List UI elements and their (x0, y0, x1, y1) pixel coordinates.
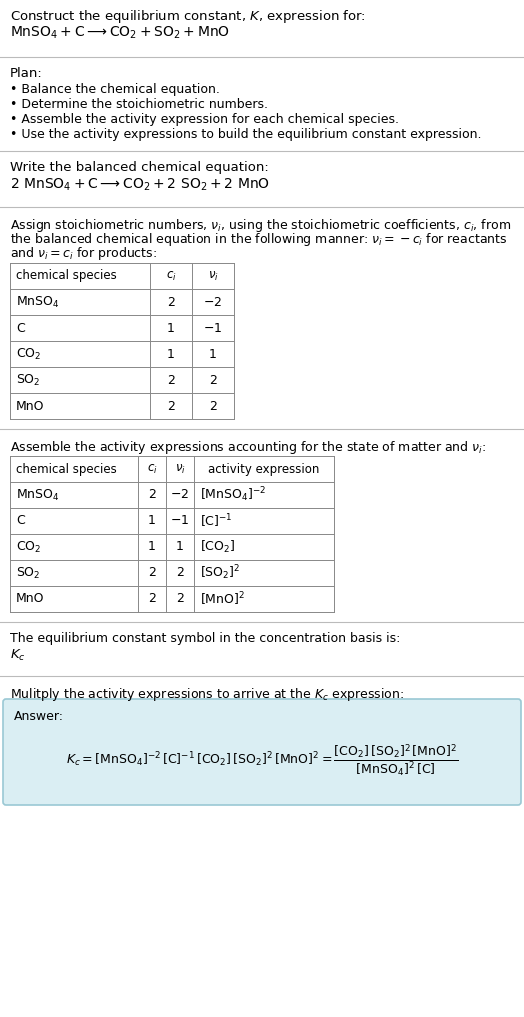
Text: $\mathrm{MnSO_4 + C \longrightarrow CO_2 + SO_2 + MnO}$: $\mathrm{MnSO_4 + C \longrightarrow CO_2… (10, 25, 230, 42)
Text: 2: 2 (167, 296, 175, 308)
Text: 1: 1 (167, 348, 175, 360)
Text: 2: 2 (148, 593, 156, 605)
Text: $c_i$: $c_i$ (166, 270, 177, 283)
Text: 2: 2 (167, 373, 175, 386)
Text: the balanced chemical equation in the following manner: $\nu_i = -c_i$ for react: the balanced chemical equation in the fo… (10, 231, 507, 248)
Text: and $\nu_i = c_i$ for products:: and $\nu_i = c_i$ for products: (10, 245, 157, 262)
Text: $K_c$: $K_c$ (10, 648, 26, 663)
Text: C: C (16, 321, 25, 335)
Text: • Balance the chemical equation.: • Balance the chemical equation. (10, 83, 220, 96)
Text: 2: 2 (176, 593, 184, 605)
Text: 1: 1 (209, 348, 217, 360)
Text: 2: 2 (148, 488, 156, 501)
Text: $\nu_i$: $\nu_i$ (174, 463, 185, 476)
Text: $-1$: $-1$ (203, 321, 223, 335)
Text: $\mathrm{2\ MnSO_4 + C \longrightarrow CO_2 + 2\ SO_2 + 2\ MnO}$: $\mathrm{2\ MnSO_4 + C \longrightarrow C… (10, 177, 270, 193)
Text: Mulitply the activity expressions to arrive at the $K_c$ expression:: Mulitply the activity expressions to arr… (10, 686, 405, 703)
Text: activity expression: activity expression (209, 463, 320, 476)
Text: Assign stoichiometric numbers, $\nu_i$, using the stoichiometric coefficients, $: Assign stoichiometric numbers, $\nu_i$, … (10, 217, 511, 234)
Text: MnO: MnO (16, 593, 45, 605)
Text: chemical species: chemical species (16, 463, 117, 476)
Text: • Use the activity expressions to build the equilibrium constant expression.: • Use the activity expressions to build … (10, 128, 482, 141)
Text: 2: 2 (148, 566, 156, 580)
Text: $-1$: $-1$ (170, 515, 190, 528)
Text: $[\mathrm{SO_2}]^2$: $[\mathrm{SO_2}]^2$ (200, 563, 241, 583)
Text: $\mathrm{MnSO_4}$: $\mathrm{MnSO_4}$ (16, 295, 60, 309)
Text: $-2$: $-2$ (170, 488, 190, 501)
Text: $c_i$: $c_i$ (147, 463, 157, 476)
Text: $K_c = [\mathrm{MnSO_4}]^{-2}\,[\mathrm{C}]^{-1}\,[\mathrm{CO_2}]\,[\mathrm{SO_2: $K_c = [\mathrm{MnSO_4}]^{-2}\,[\mathrm{… (66, 742, 458, 778)
Text: $[\mathrm{C}]^{-1}$: $[\mathrm{C}]^{-1}$ (200, 513, 233, 530)
Text: • Assemble the activity expression for each chemical species.: • Assemble the activity expression for e… (10, 113, 399, 126)
FancyBboxPatch shape (3, 699, 521, 805)
Text: $[\mathrm{MnO}]^2$: $[\mathrm{MnO}]^2$ (200, 590, 245, 608)
Text: 2: 2 (167, 400, 175, 413)
Text: $[\mathrm{CO_2}]$: $[\mathrm{CO_2}]$ (200, 539, 235, 555)
Text: Construct the equilibrium constant, $K$, expression for:: Construct the equilibrium constant, $K$,… (10, 8, 366, 25)
Text: $\mathrm{CO_2}$: $\mathrm{CO_2}$ (16, 347, 41, 362)
Text: chemical species: chemical species (16, 270, 117, 283)
Text: $\mathrm{MnSO_4}$: $\mathrm{MnSO_4}$ (16, 487, 60, 502)
Text: 1: 1 (167, 321, 175, 335)
Text: C: C (16, 515, 25, 528)
Text: • Determine the stoichiometric numbers.: • Determine the stoichiometric numbers. (10, 98, 268, 111)
Text: $\mathrm{CO_2}$: $\mathrm{CO_2}$ (16, 539, 41, 554)
Text: 2: 2 (176, 566, 184, 580)
Text: $\mathrm{SO_2}$: $\mathrm{SO_2}$ (16, 372, 40, 387)
Text: 1: 1 (148, 540, 156, 553)
Text: 2: 2 (209, 400, 217, 413)
Text: 1: 1 (148, 515, 156, 528)
Text: $\nu_i$: $\nu_i$ (208, 270, 219, 283)
Text: The equilibrium constant symbol in the concentration basis is:: The equilibrium constant symbol in the c… (10, 632, 400, 645)
Text: Assemble the activity expressions accounting for the state of matter and $\nu_i$: Assemble the activity expressions accoun… (10, 439, 486, 456)
Text: 1: 1 (176, 540, 184, 553)
Text: $\mathrm{SO_2}$: $\mathrm{SO_2}$ (16, 565, 40, 581)
Text: Plan:: Plan: (10, 67, 43, 80)
Text: $[\mathrm{MnSO_4}]^{-2}$: $[\mathrm{MnSO_4}]^{-2}$ (200, 486, 266, 504)
Text: Answer:: Answer: (14, 710, 64, 723)
Text: $-2$: $-2$ (203, 296, 223, 308)
Text: Write the balanced chemical equation:: Write the balanced chemical equation: (10, 161, 269, 174)
Text: MnO: MnO (16, 400, 45, 413)
Text: 2: 2 (209, 373, 217, 386)
